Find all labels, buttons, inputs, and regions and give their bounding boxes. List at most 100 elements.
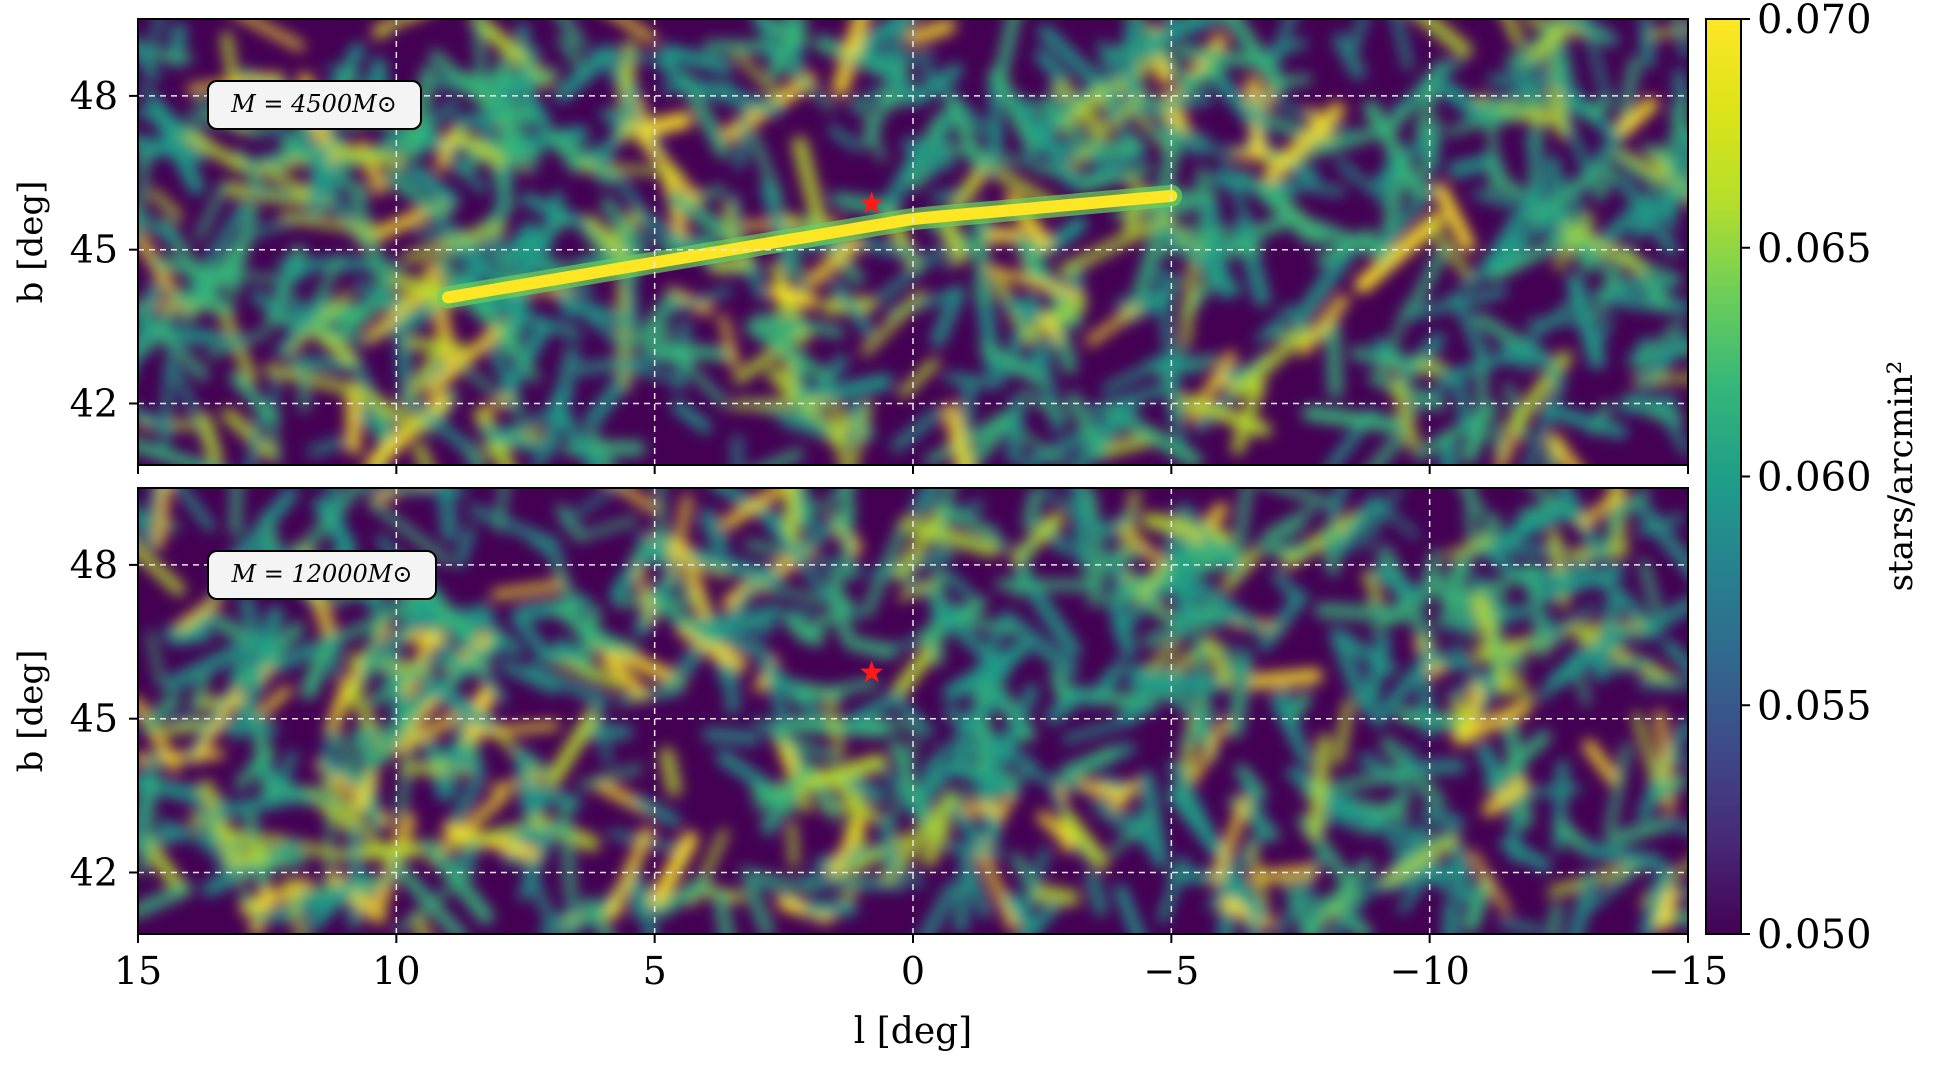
- density-filament: [850, 19, 916, 58]
- density-filament: [1095, 510, 1135, 539]
- density-filament: [815, 555, 866, 578]
- density-filament: [1418, 646, 1464, 672]
- density-filament: [268, 171, 312, 195]
- density-filament: [533, 384, 574, 465]
- density-filament: [584, 897, 613, 934]
- density-filament: [1638, 558, 1662, 615]
- density-filament: [1263, 504, 1317, 540]
- density-filament: [463, 441, 485, 465]
- density-filament: [1637, 676, 1688, 690]
- density-filament: [945, 841, 1005, 858]
- density-filament: [1361, 634, 1391, 717]
- density-filament: [197, 412, 223, 465]
- density-filament: [1653, 145, 1688, 172]
- density-filament: [744, 321, 834, 384]
- density-filament: [288, 488, 364, 568]
- density-filament: [890, 407, 944, 453]
- y-tick-label: 45: [70, 228, 118, 272]
- density-filament: [867, 47, 922, 106]
- density-filament: [1100, 656, 1127, 699]
- density-filament: [1232, 488, 1252, 561]
- density-filament: [1086, 146, 1148, 183]
- density-filament: [1498, 917, 1543, 934]
- density-filament: [811, 374, 893, 404]
- density-filament: [1365, 819, 1420, 841]
- density-filament: [1267, 177, 1346, 196]
- density-filament: [138, 749, 225, 764]
- density-filament: [1523, 562, 1581, 591]
- density-filament: [659, 747, 682, 797]
- density-filament: [743, 879, 775, 934]
- density-filament: [370, 689, 431, 767]
- star-icon: [860, 191, 884, 214]
- density-filament: [589, 693, 613, 767]
- density-filament: [703, 40, 802, 54]
- density-filament: [671, 400, 712, 434]
- colorbar-gradient: [1705, 18, 1742, 935]
- density-filament: [943, 403, 973, 465]
- colorbar-tick-label: 0.055: [1757, 683, 1872, 729]
- density-filament: [993, 19, 1020, 87]
- density-filament: [577, 764, 643, 790]
- density-filament: [435, 130, 456, 172]
- density-filament: [1087, 380, 1179, 417]
- density-filament: [824, 773, 881, 823]
- density-filament: [919, 760, 935, 834]
- density-filament: [1662, 412, 1688, 455]
- colorbar-tick-label: 0.060: [1757, 455, 1872, 501]
- density-filament: [1421, 805, 1465, 832]
- x-tick-label: 0: [901, 949, 925, 993]
- density-filament: [746, 874, 801, 902]
- density-filament: [1548, 624, 1633, 689]
- density-filament: [761, 180, 797, 275]
- density-filament: [649, 831, 698, 909]
- density-filament: [1637, 259, 1683, 284]
- density-filament: [834, 832, 912, 881]
- density-filament: [849, 400, 873, 465]
- density-filament: [1582, 95, 1615, 121]
- density-filament: [163, 642, 249, 693]
- density-filament: [1414, 19, 1473, 59]
- density-filament: [873, 756, 920, 818]
- density-filament: [175, 595, 222, 632]
- density-filament: [1581, 841, 1664, 870]
- density-filament: [437, 488, 458, 543]
- x-tick-label: 5: [643, 949, 667, 993]
- density-filament: [410, 910, 431, 934]
- density-filament: [1332, 634, 1369, 706]
- density-filament: [1415, 668, 1436, 739]
- density-filament: [596, 81, 641, 176]
- density-filament: [269, 373, 280, 416]
- density-filament: [238, 593, 263, 645]
- density-filament: [1561, 19, 1619, 47]
- density-filament: [451, 823, 523, 850]
- density-filament: [1325, 319, 1343, 399]
- density-filament: [1185, 145, 1240, 155]
- density-filament: [188, 674, 210, 713]
- density-filament: [1447, 153, 1502, 178]
- density-filament: [187, 784, 232, 879]
- density-filament: [323, 779, 393, 864]
- density-filament: [1578, 131, 1623, 185]
- density-filament: [1602, 145, 1677, 201]
- density-filament: [1144, 265, 1183, 289]
- density-filament: [894, 511, 944, 581]
- density-filament: [475, 292, 541, 383]
- density-filament: [480, 425, 543, 454]
- density-filament: [1588, 314, 1614, 365]
- density-filament: [601, 653, 648, 699]
- density-filament: [1419, 117, 1442, 180]
- density-filament: [1408, 759, 1466, 775]
- density-filament: [846, 86, 885, 112]
- density-filament: [792, 136, 828, 232]
- x-tick-label: 15: [114, 949, 162, 993]
- density-filament: [1363, 100, 1427, 200]
- colorbar: 0.050 0.055 0.060 0.065 0.070 stars/arcmin²: [1705, 0, 1921, 958]
- density-filament: [1065, 391, 1108, 462]
- density-filament: [1124, 21, 1138, 104]
- density-filament: [1377, 154, 1397, 207]
- density-filament: [382, 172, 452, 221]
- colorbar-ticks: 0.050 0.055 0.060 0.065 0.070: [1741, 0, 1872, 958]
- density-filament: [392, 274, 447, 297]
- density-filament: [274, 265, 311, 291]
